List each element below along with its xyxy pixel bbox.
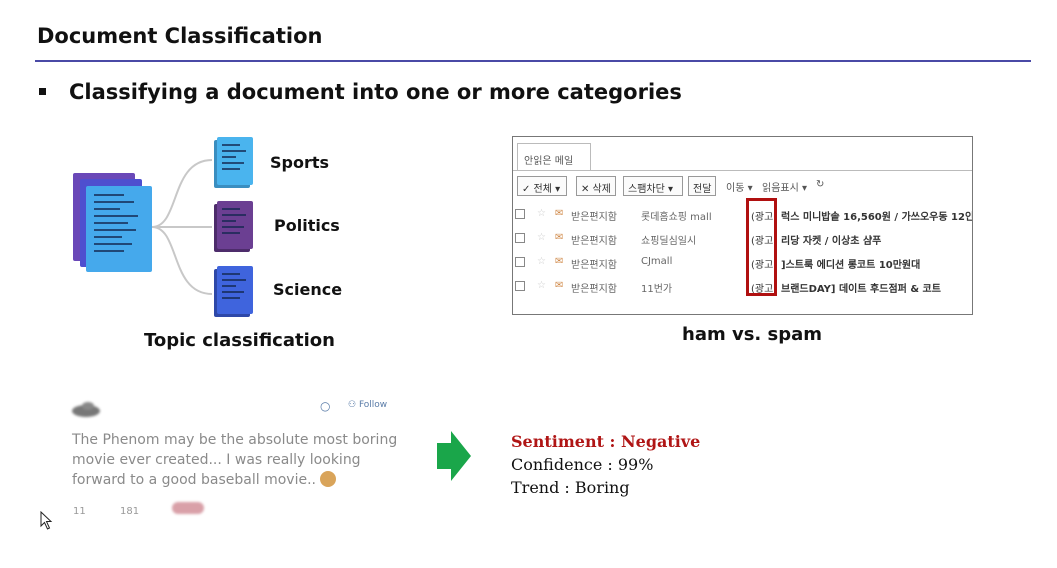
mail-row[interactable]: ☆ ✉ 받은편지함 쇼핑딜심일시 (광고) 리당 자켓 / 이상초 샴푸 — [513, 226, 972, 250]
row-subject: 리당 자켓 / 이상초 샴푸 — [781, 236, 882, 247]
row-folder: 받은편지함 — [571, 284, 617, 295]
mail-row[interactable]: ☆ ✉ 받은편지함 롯데홈쇼핑 mall (광고) 럭스 미니밥솥 16,560… — [513, 202, 973, 226]
row-folder: 받은편지함 — [571, 212, 617, 223]
tweet-text: The Phenom may be the absolute most bori… — [72, 432, 398, 488]
envelope-icon: ✉ — [555, 208, 564, 219]
star-icon[interactable]: ☆ — [537, 232, 546, 243]
topic-label-politics: Politics — [274, 216, 340, 235]
follow-button[interactable]: ⚇ Follow — [348, 400, 388, 410]
star-icon[interactable]: ☆ — [537, 208, 546, 219]
envelope-icon: ✉ — [555, 256, 564, 267]
confidence-label: Confidence : 99% — [511, 455, 654, 474]
right-arrow-icon — [437, 431, 471, 481]
topic-label-sports: Sports — [270, 153, 330, 172]
star-icon[interactable]: ☆ — [537, 280, 546, 291]
branch-connector — [151, 159, 213, 295]
row-folder: 받은편지함 — [571, 236, 617, 247]
sports-document-icon — [217, 137, 253, 185]
science-document-icon — [217, 266, 253, 314]
row-sender: 쇼핑딜심일시 — [641, 236, 697, 247]
delete-button[interactable]: ✕ 삭제 — [576, 176, 616, 196]
mail-row[interactable]: ☆ ✉ 받은편지함 11번가 (광고) 브랜드DAY] 데이트 후드점퍼 & 코… — [513, 274, 972, 298]
mark-read-menu[interactable]: 읽음표시 ▾ — [762, 183, 807, 194]
spam-caption: ham vs. spam — [682, 324, 823, 345]
sentiment-label: Sentiment : Negative — [511, 432, 701, 451]
row-checkbox[interactable] — [515, 281, 525, 291]
refresh-icon[interactable]: ↻ — [816, 179, 825, 190]
tab-unread-mail[interactable]: 안읽은 메일 — [517, 143, 591, 171]
row-folder: 받은편지함 — [571, 260, 617, 271]
mail-row[interactable]: ☆ ✉ 받은편지함 CJmall (광고) ]스트룩 에디션 롱코트 10만원대 — [513, 250, 972, 274]
row-checkbox[interactable] — [515, 233, 525, 243]
like-count: 181 — [120, 506, 140, 517]
row-ad-tag: (광고) — [751, 284, 778, 295]
trend-label: Trend : Boring — [511, 478, 630, 497]
forward-button[interactable]: 전달 — [688, 176, 717, 196]
row-subject: 럭스 미니밥솥 16,560원 / 가쓰오우동 12인 — [781, 212, 973, 223]
envelope-icon: ✉ — [555, 280, 564, 291]
ad-tag-highlight-box — [746, 198, 777, 296]
row-sender: CJmall — [641, 256, 673, 267]
bullet-text: Classifying a document into one or more … — [69, 80, 682, 104]
tweet-avatars-blur — [172, 502, 204, 514]
move-menu[interactable]: 이동 ▾ — [726, 183, 753, 194]
row-checkbox[interactable] — [515, 209, 525, 219]
topic-label-science: Science — [273, 280, 343, 299]
row-sender: 롯데홈쇼핑 mall — [641, 212, 712, 223]
topic-caption: Topic classification — [144, 330, 335, 351]
row-checkbox[interactable] — [515, 257, 525, 267]
frown-emoji-icon — [320, 471, 337, 487]
slide-title: Document Classification — [37, 24, 323, 48]
row-sender: 11번가 — [641, 284, 673, 295]
select-all-button[interactable]: ✓ 전체 ▾ — [517, 176, 567, 196]
title-divider — [35, 60, 1031, 62]
star-icon[interactable]: ☆ — [537, 256, 546, 267]
envelope-icon: ✉ — [555, 232, 564, 243]
politics-document-icon — [217, 201, 253, 249]
row-subject: ]스트룩 에디션 롱코트 10만원대 — [781, 260, 921, 271]
spam-block-button[interactable]: 스팸차단 ▾ — [623, 176, 683, 196]
mouse-cursor-icon — [40, 511, 53, 530]
avatar — [72, 402, 100, 417]
row-ad-tag: (광고) — [751, 260, 778, 271]
mail-client-screenshot: 안읽은 메일 ✓ 전체 ▾ ✕ 삭제 스팸차단 ▾ 전달 이동 ▾ 읽음표시 ▾… — [512, 136, 973, 315]
row-subject: 브랜드DAY] 데이트 후드점퍼 & 코트 — [781, 284, 941, 295]
retweet-count: 11 — [73, 506, 86, 517]
row-ad-tag: (광고) — [751, 236, 778, 247]
settings-icon[interactable]: ○ — [320, 399, 331, 413]
tab-divider — [513, 170, 972, 171]
bullet-icon — [39, 88, 46, 95]
row-ad-tag: (광고) — [751, 212, 778, 223]
document-stack-front — [86, 186, 152, 272]
